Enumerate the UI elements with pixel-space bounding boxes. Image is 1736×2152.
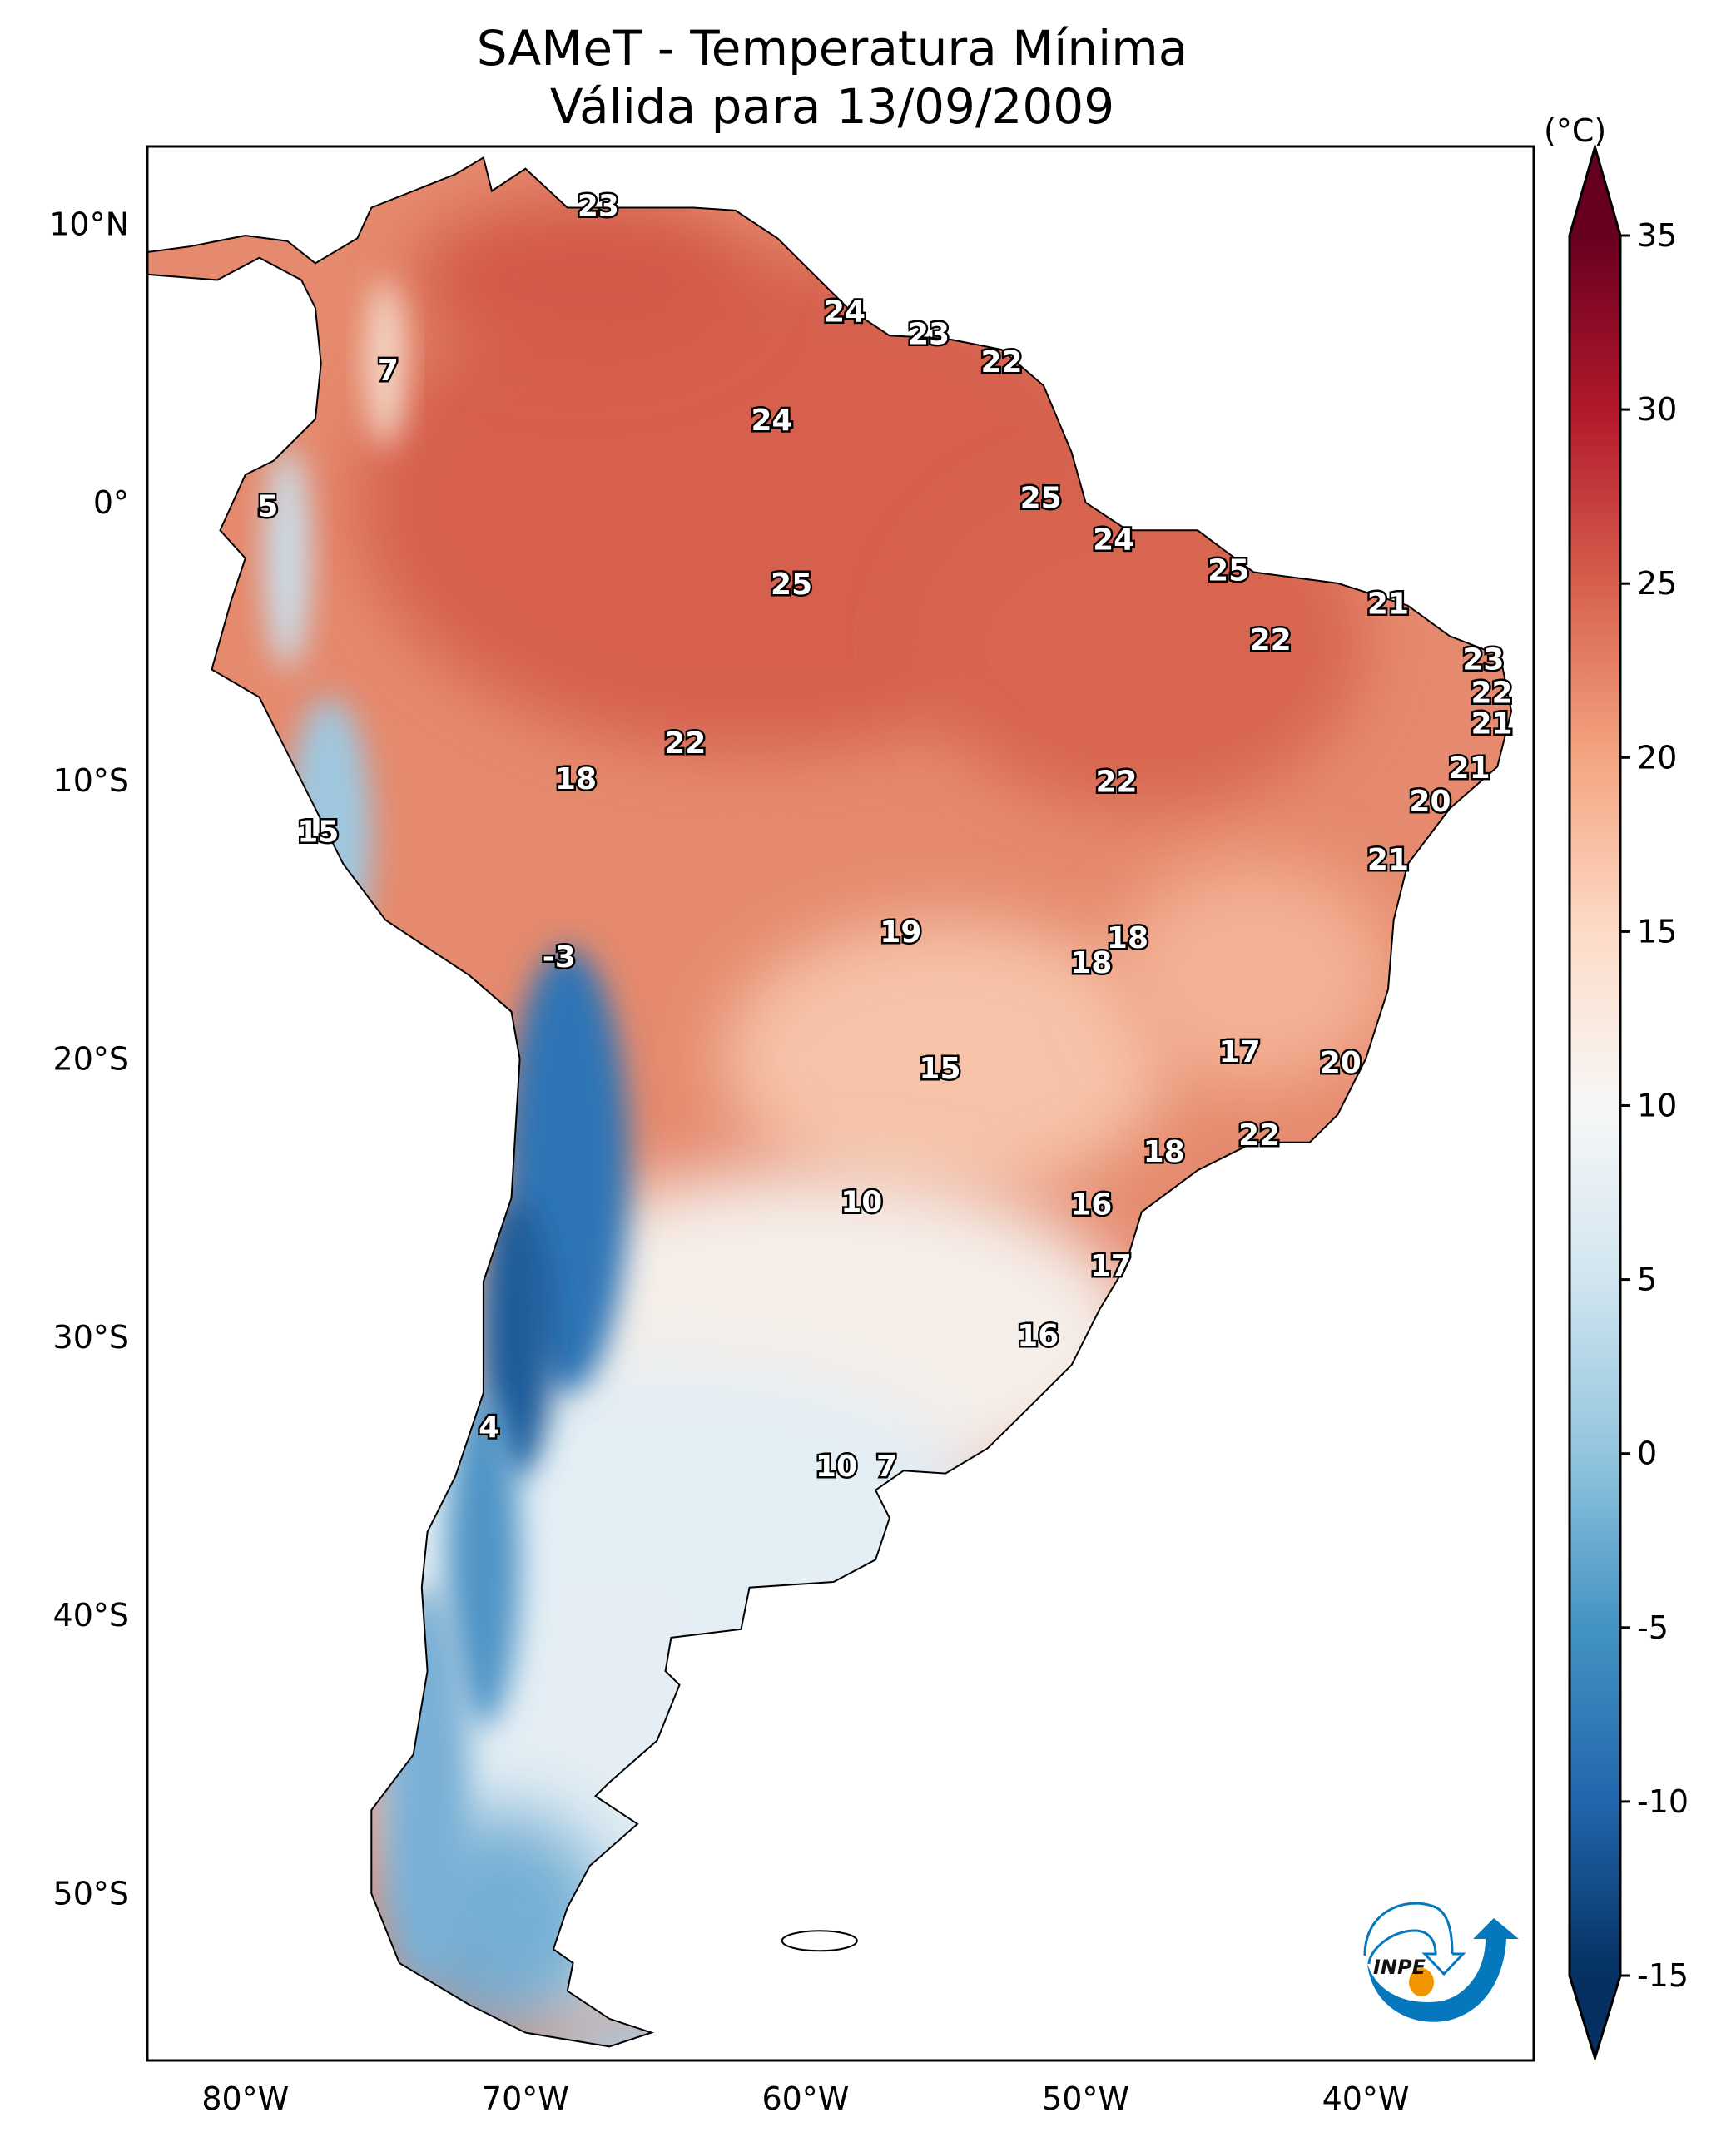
contour-label: 10: [841, 1185, 882, 1219]
temperature-region: [1113, 864, 1394, 1087]
contour-label: 23: [578, 190, 619, 224]
contour-label: 19: [880, 915, 921, 950]
contour-label: 22: [664, 726, 706, 761]
temperature-region: [721, 920, 1170, 1198]
colorbar-tick-label: 35: [1637, 217, 1677, 254]
lat-tick-label: 0°: [93, 484, 129, 521]
contour-label: 18: [1143, 1135, 1185, 1169]
contour-label: 23: [908, 317, 950, 351]
title-line-1: SAMeT - Temperatura Mínima: [477, 20, 1188, 77]
lon-tick-label: 60°W: [761, 2080, 849, 2117]
lon-tick-label: 70°W: [482, 2080, 569, 2117]
contour-label: 15: [297, 816, 339, 850]
contour-label: 4: [479, 1411, 499, 1445]
lon-tick-label: 40°W: [1322, 2080, 1410, 2117]
contour-label: 25: [771, 568, 812, 602]
contour-label: 7: [876, 1450, 897, 1484]
lat-tick-label: 40°S: [53, 1597, 129, 1634]
lon-tick-label: 50°W: [1042, 2080, 1129, 2117]
contour-label: 17: [1219, 1035, 1261, 1069]
temperature-field: [146, 156, 1513, 2048]
contour-label: 20: [1320, 1046, 1362, 1080]
logo-sun-icon: [1409, 1968, 1434, 1996]
contour-label: 23: [1462, 642, 1504, 677]
contour-label: 18: [1107, 921, 1148, 955]
lat-tick-label: 10°N: [49, 206, 129, 243]
contour-label: 24: [751, 404, 792, 438]
colorbar-tick-label: -5: [1637, 1609, 1669, 1646]
colorbar-tick-label: 15: [1637, 913, 1677, 950]
map-frame: [146, 145, 1535, 2062]
contour-label: 22: [1238, 1118, 1280, 1153]
colorbar-tick-label: -15: [1637, 1957, 1689, 1994]
contour-label: 16: [1070, 1188, 1112, 1222]
colorbar-tick-label: 0: [1637, 1435, 1657, 1472]
contour-label: 18: [555, 762, 597, 796]
colorbar-extend-min: [1570, 1976, 1620, 2058]
contour-label: 24: [824, 295, 866, 330]
contour-label: -3: [543, 940, 576, 974]
contour-label: 21: [1367, 843, 1409, 877]
logo-arrow-outline-icon: [1363, 1902, 1466, 1976]
contour-label: 16: [1017, 1319, 1059, 1353]
contour-label: 5: [257, 490, 278, 524]
title-line-2: Válida para 13/09/2009: [550, 78, 1114, 135]
coastline: [146, 156, 1513, 2048]
colorbar-tick-label: 30: [1637, 391, 1677, 428]
temperature-region: [385, 1587, 470, 1977]
contour-label: 21: [1471, 707, 1512, 741]
colorbar: 35 30 25 20 15 10 5 0 -5 -10 -15: [1568, 142, 1689, 2063]
lat-tick-label: 30°S: [53, 1319, 129, 1356]
temperature-region: [365, 280, 405, 447]
contour-label: 22: [1250, 623, 1292, 657]
contour-label: 15: [919, 1052, 960, 1086]
colorbar-gradient: [1570, 236, 1620, 1976]
colorbar-tick-label: 10: [1637, 1088, 1677, 1124]
colorbar-tick-label: -10: [1637, 1783, 1689, 1820]
logo-swoosh-icon: [1367, 1918, 1519, 2022]
contour-label: 22: [980, 345, 1022, 379]
contour-label: 21: [1449, 751, 1490, 786]
colorbar-extend-max: [1570, 147, 1620, 236]
temperature-region: [265, 447, 310, 670]
contour-label: 25: [1208, 553, 1249, 588]
lon-tick-label: 80°W: [201, 2080, 289, 2117]
colorbar-tick-label: 5: [1637, 1262, 1657, 1298]
colorbar-tick-label: 20: [1637, 739, 1677, 776]
lat-tick-label: 10°S: [53, 762, 129, 799]
colorbar-unit: (°C): [1544, 112, 1606, 149]
contour-label: 21: [1367, 588, 1409, 622]
contour-label: 18: [1070, 946, 1112, 980]
axis-ticks: 80°W 70°W 60°W 50°W 40°W 10°N 0° 10°S 20°S 30°S 40…: [49, 206, 1409, 2117]
colorbar-tick-label: 25: [1637, 565, 1677, 602]
falkland-islands: [781, 1930, 858, 1952]
contour-label: 22: [1095, 766, 1137, 800]
lat-tick-label: 20°S: [53, 1041, 129, 1078]
temperature-region: [480, 1197, 554, 1476]
logo-text: INPE: [1373, 1956, 1426, 1979]
contour-label: 22: [1471, 677, 1512, 711]
contour-label: 24: [1093, 523, 1134, 558]
contour-label: 7: [378, 354, 399, 388]
inpe-logo: INPE: [1363, 1902, 1519, 2022]
contour-label: 17: [1090, 1249, 1132, 1283]
contour-label: 25: [1020, 482, 1062, 516]
contour-label: 20: [1409, 785, 1451, 819]
temperature-region: [447, 1392, 520, 1727]
lat-tick-label: 50°S: [53, 1875, 129, 1912]
temperature-region: [413, 196, 750, 364]
contour-label: 10: [816, 1450, 857, 1484]
temperature-region: [917, 474, 1366, 809]
